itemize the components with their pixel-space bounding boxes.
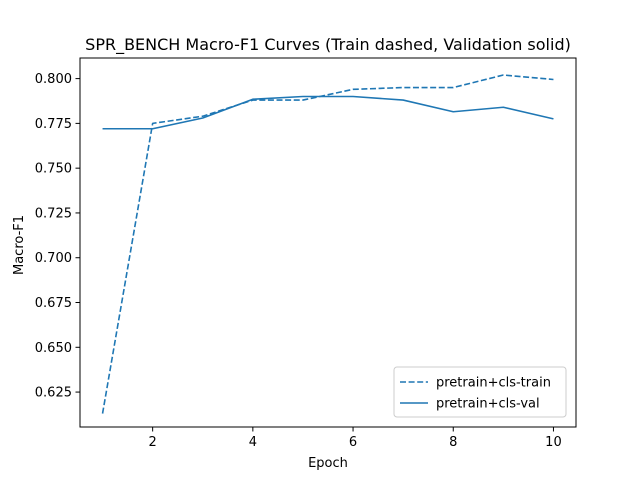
y-tick-label: 0.750 (35, 162, 72, 177)
x-tick-label: 4 (249, 435, 257, 450)
y-tick-label: 0.675 (35, 296, 72, 311)
y-tick-label: 0.725 (35, 206, 72, 221)
plot-area (79, 57, 577, 428)
legend-entry-label: pretrain+cls-val (436, 397, 540, 412)
y-tick-label: 0.700 (35, 251, 72, 266)
y-tick-label: 0.800 (35, 72, 72, 87)
series-line-train (101, 74, 554, 414)
axes-frame (79, 57, 577, 428)
x-axis: 2 4 6 8 10 (149, 427, 562, 450)
y-tick-label: 0.775 (35, 117, 72, 132)
y-tick-label: 0.625 (35, 386, 72, 401)
legend: pretrain+cls-train pretrain+cls-val (393, 366, 567, 418)
y-axis: 0.625 0.650 0.675 0.700 0.725 0.750 0.775 0.800 (35, 72, 80, 401)
x-axis-label: Epoch (308, 456, 348, 471)
chart-title: SPR_BENCH Macro-F1 Curves (Train dashed,… (85, 35, 571, 55)
y-tick-label: 0.650 (35, 341, 72, 356)
x-tick-label: 8 (449, 435, 457, 450)
legend-box (393, 366, 567, 418)
series-line-val (102, 95, 554, 130)
x-tick-label: 6 (349, 435, 357, 450)
x-tick-label: 10 (545, 435, 562, 450)
legend-entry-label: pretrain+cls-train (436, 376, 551, 391)
y-axis-label: Macro-F1 (12, 215, 27, 275)
x-tick-label: 2 (149, 435, 157, 450)
